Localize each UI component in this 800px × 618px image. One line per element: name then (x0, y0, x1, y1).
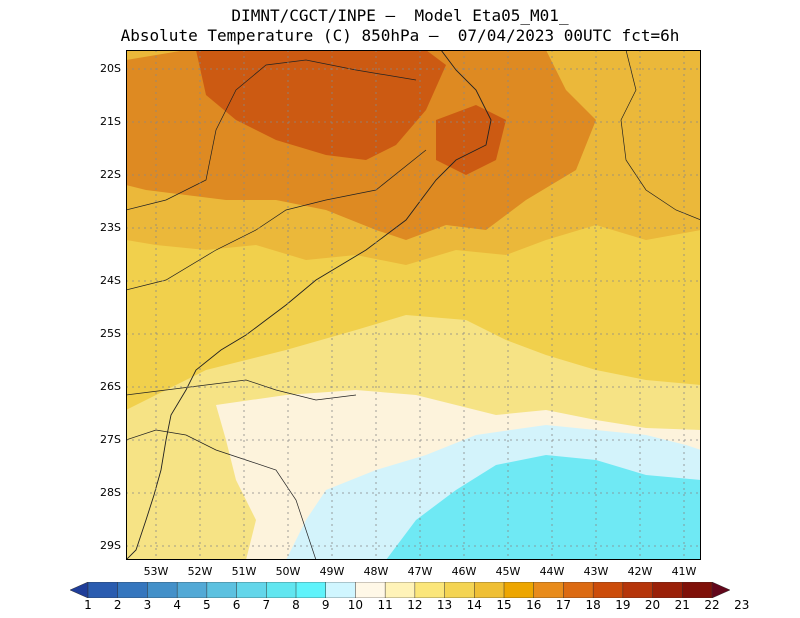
colorbar-label: 12 (407, 598, 423, 612)
colorbar-swatch (533, 582, 565, 598)
state-border-2 (126, 149, 427, 291)
colorbar-label: 8 (292, 598, 300, 612)
colorbar-swatch (652, 582, 684, 598)
state-border-4 (620, 50, 701, 221)
colorbar-swatch (117, 582, 149, 598)
colorbar-label: 23 (734, 598, 750, 612)
lon-tick-label: 45W (495, 565, 521, 578)
colorbar-label: 16 (526, 598, 542, 612)
colorbar-label: 19 (615, 598, 631, 612)
lat-tick-label: 28S (100, 486, 121, 499)
lon-tick-label: 44W (539, 565, 565, 578)
lon-tick-label: 48W (363, 565, 389, 578)
colorbar-swatch (176, 582, 208, 598)
lat-tick-label: 24S (100, 274, 121, 287)
colorbar-label: 7 (262, 598, 271, 612)
colorbar-label: 10 (347, 598, 364, 612)
lon-tick-label: 47W (407, 565, 433, 578)
colorbar-swatch (414, 582, 446, 598)
lon-tick-label: 50W (275, 565, 301, 578)
colorbar-swatch (87, 582, 119, 598)
lat-tick-label: 21S (100, 115, 121, 128)
lon-tick-label: 49W (319, 565, 345, 578)
lon-tick-label: 46W (451, 565, 477, 578)
colorbar-label: 5 (203, 598, 211, 612)
colorbar-swatch (444, 582, 476, 598)
lat-tick-label: 27S (100, 433, 121, 446)
colorbar-label: 3 (143, 598, 152, 612)
lat-tick-label: 29S (100, 539, 121, 552)
colorbar-label: 1 (84, 598, 92, 612)
country-border (126, 429, 317, 560)
colorbar-swatch (325, 582, 357, 598)
colorbar-swatch (711, 582, 730, 598)
coastline (126, 50, 492, 560)
colorbar-swatch (206, 582, 238, 598)
lon-tick-label: 41W (671, 565, 697, 578)
field-colder-ocean (386, 455, 701, 560)
colorbar-swatch (384, 582, 416, 598)
colorbar-label: 13 (436, 598, 453, 612)
lat-tick-label: 26S (100, 380, 121, 393)
lat-tick-label: 20S (100, 62, 121, 75)
colorbar-label: 18 (585, 598, 601, 612)
lat-tick-label: 23S (100, 221, 121, 234)
colorbar-swatch (147, 582, 178, 598)
state-border-3 (126, 379, 357, 401)
colorbar-label: 4 (173, 598, 181, 612)
colorbar-label: 11 (377, 598, 393, 612)
colorbar-swatch (622, 582, 654, 598)
colorbar-label: 21 (674, 598, 690, 612)
lon-tick-label: 53W (143, 565, 169, 578)
colorbar-label: 2 (113, 598, 122, 612)
title-line-2: Absolute Temperature (C) 850hPa – 07/04/… (120, 26, 680, 45)
colorbar-swatch (592, 582, 624, 598)
colorbar-swatch (295, 582, 327, 598)
colorbar-label: 9 (321, 598, 330, 612)
lon-tick-label: 43W (583, 565, 609, 578)
map-frame (126, 50, 701, 560)
colorbar-label: 15 (496, 598, 512, 612)
colorbar-label: 14 (466, 598, 482, 612)
lat-tick-label: 22S (100, 168, 121, 181)
colorbar-swatch (563, 582, 594, 598)
colorbar-swatch (503, 582, 535, 598)
lon-tick-label: 51W (231, 565, 257, 578)
lon-tick-label: 42W (627, 565, 653, 578)
colorbar-label: 22 (704, 598, 720, 612)
colorbar-swatch (236, 582, 268, 598)
colorbar-label: 20 (644, 598, 661, 612)
grid (126, 50, 701, 560)
field-hottest-2 (436, 105, 506, 175)
colorbar-swatch (70, 582, 89, 598)
colorbar (70, 582, 730, 598)
colorbar-swatch (682, 582, 713, 598)
colorbar-swatch (474, 582, 505, 598)
colorbar-label: 17 (555, 598, 572, 612)
title-line-1: DIMNT/CGCT/INPE – Model Eta05_M01_ (231, 6, 569, 25)
temperature-map (126, 50, 701, 560)
field-hottest (196, 50, 446, 160)
colorbar-swatch (355, 582, 386, 598)
colorbar-label: 6 (232, 598, 241, 612)
lon-tick-label: 52W (187, 565, 213, 578)
state-border-1 (126, 59, 417, 211)
colorbar-swatch (266, 582, 297, 598)
lat-tick-label: 25S (100, 327, 121, 340)
